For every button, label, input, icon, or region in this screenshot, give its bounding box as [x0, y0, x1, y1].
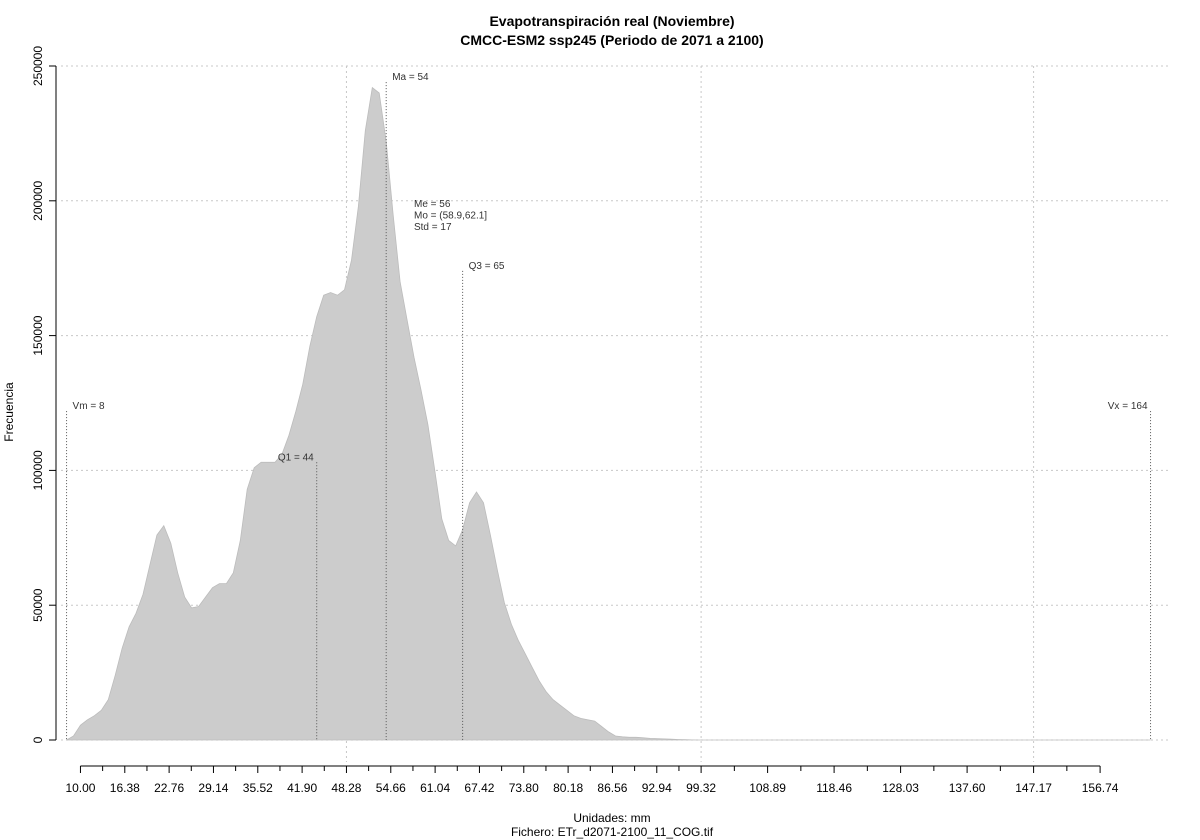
x-tick-label: 156.74 — [1082, 781, 1119, 795]
x-tick-label: 118.46 — [816, 781, 852, 795]
x-axis-label: Unidades: mm — [573, 811, 650, 825]
stats-annotation: Std = 17 — [414, 222, 452, 233]
x-tick-label: 99.32 — [686, 781, 716, 795]
x-tick-label: 35.52 — [243, 781, 273, 795]
x-tick-label: 48.28 — [331, 781, 361, 795]
x-tick-label: 41.90 — [287, 781, 317, 795]
reference-label: Q1 = 44 — [278, 452, 314, 463]
x-tick-label: 128.03 — [882, 781, 919, 795]
x-tick-label: 54.66 — [376, 781, 406, 795]
reference-label: Q3 = 65 — [469, 261, 505, 272]
stats-annotation: Mo = (58.9,62.1] — [414, 210, 487, 221]
y-tick-label: 150000 — [31, 315, 45, 355]
stats-annotation: Me = 56 — [414, 199, 451, 210]
x-tick-label: 22.76 — [154, 781, 184, 795]
chart-title: Evapotranspiración real (Noviembre) — [489, 13, 734, 29]
reference-lines: Vm = 8 Q1 = 44 Ma = 54 Q3 = 65 Vx = 164 Me = … — [66, 72, 1152, 740]
x-tick-label: 16.38 — [110, 781, 140, 795]
x-tick-label: 137.60 — [949, 781, 986, 795]
y-tick-label: 50000 — [31, 588, 45, 622]
x-tick-label: 80.18 — [553, 781, 583, 795]
x-tick-label: 10.00 — [65, 781, 95, 795]
reference-label: Vm = 8 — [73, 401, 105, 412]
y-tick-label: 0 — [31, 736, 45, 743]
x-tick-label: 147.17 — [1015, 781, 1052, 795]
y-axis-label: Frecuencia — [2, 382, 16, 442]
y-tick-label: 200000 — [31, 180, 45, 220]
x-tick-label: 61.04 — [420, 781, 450, 795]
x-tick-label: 86.56 — [597, 781, 627, 795]
reference-label: Vx = 164 — [1108, 401, 1148, 412]
y-tick-label: 250000 — [31, 46, 45, 86]
x-tick-label: 29.14 — [198, 781, 228, 795]
x-tick-label: 108.89 — [749, 781, 786, 795]
density-area — [66, 86, 1151, 741]
x-tick-label: 67.42 — [464, 781, 494, 795]
axes: 0 50000 100000 150000 200000 250000 10.00 16.38… — [31, 46, 1119, 795]
file-footer: Fichero: ETr_d2071-2100_11_COG.tif — [511, 825, 714, 839]
x-tick-label: 73.80 — [509, 781, 539, 795]
y-tick-label: 100000 — [31, 450, 45, 490]
x-tick-label: 92.94 — [642, 781, 672, 795]
reference-label: Ma = 54 — [392, 72, 429, 83]
chart-subtitle: CMCC-ESM2 ssp245 (Periodo de 2071 a 2100… — [460, 32, 763, 48]
